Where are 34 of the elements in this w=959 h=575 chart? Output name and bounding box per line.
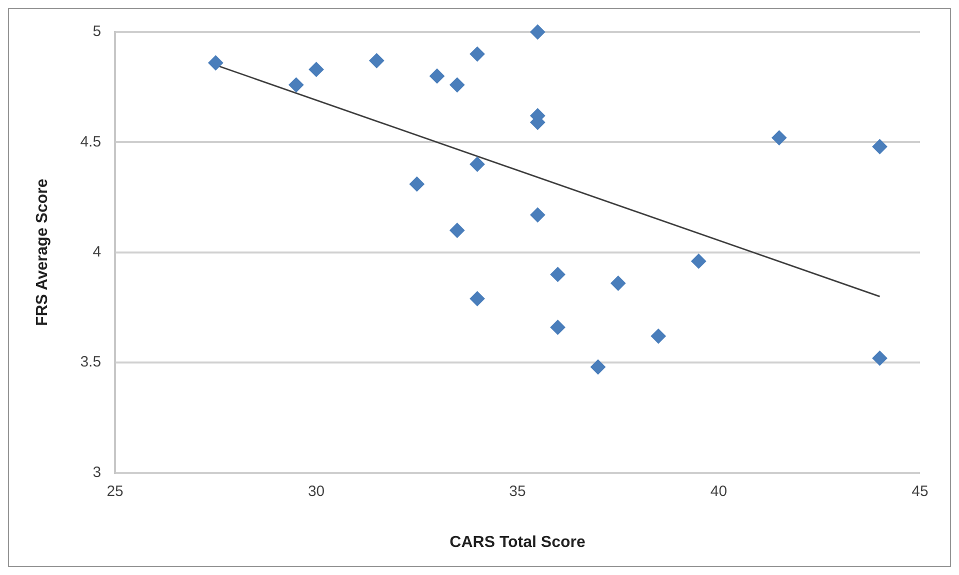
point [550,266,566,282]
point [550,320,566,335]
point [772,130,787,146]
point [530,24,546,40]
point [409,176,424,192]
y-tick-label: 4.5 [80,133,102,150]
point [208,55,224,70]
y-tick-label: 5 [92,23,102,40]
point [369,53,384,68]
point [530,207,546,222]
point [430,68,445,84]
point [610,276,626,291]
y-axis-title: FRS Average Score [34,178,52,326]
point [450,222,465,238]
point [470,291,485,306]
point [470,46,485,62]
y-tick-label: 4 [92,244,102,261]
x-tick-label: 25 [106,482,124,500]
point [590,360,606,375]
point [288,77,304,92]
y-tick-label: 3.5 [80,354,102,371]
x-tick-label: 45 [912,482,928,500]
point [691,254,706,269]
y-tick-label: 3 [92,464,102,481]
x-tick-label: 35 [509,482,526,500]
point [450,77,465,92]
point [872,139,888,154]
x-axis-title: CARS Total Score [450,534,586,551]
point [650,328,666,344]
x-tick-label: 40 [710,482,728,500]
point [470,156,485,172]
x-tick-label: 30 [308,482,325,500]
point [872,350,888,366]
point [308,62,324,77]
